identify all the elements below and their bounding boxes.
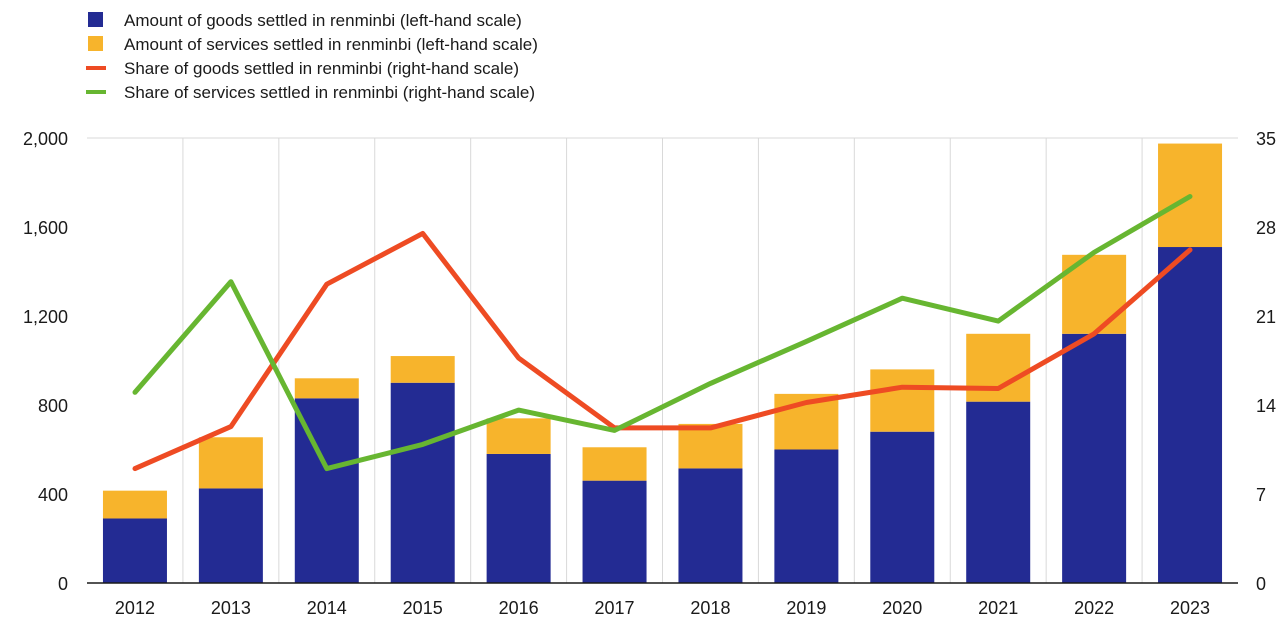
bar-goods-2020: [870, 432, 934, 583]
legend-swatch-2: [88, 36, 103, 51]
x-tick-label-2013: 2013: [211, 598, 251, 618]
bar-services-2020: [870, 369, 934, 431]
bar-goods-2018: [678, 468, 742, 583]
right-tick-label: 21: [1256, 307, 1276, 327]
x-tick-label-2020: 2020: [882, 598, 922, 618]
x-tick-label-2017: 2017: [595, 598, 635, 618]
bar-services-2012: [103, 491, 167, 519]
right-tick-label: 7: [1256, 485, 1266, 505]
x-tick-label-2021: 2021: [978, 598, 1018, 618]
x-tick-label-2012: 2012: [115, 598, 155, 618]
legend-label-2: Amount of services settled in renminbi (…: [124, 35, 538, 54]
right-tick-label: 28: [1256, 218, 1276, 238]
bar-goods-2021: [966, 402, 1030, 583]
left-tick-label: 800: [38, 396, 68, 416]
bar-services-2017: [583, 447, 647, 480]
right-tick-label: 0: [1256, 574, 1266, 594]
legend-swatch-1: [88, 12, 103, 27]
bar-services-2018: [678, 424, 742, 469]
right-tick-label: 35: [1256, 129, 1276, 149]
legend-label-4: Share of services settled in renminbi (r…: [124, 83, 535, 102]
right-tick-label: 14: [1256, 396, 1276, 416]
bar-goods-2015: [391, 383, 455, 583]
bar-goods-2019: [774, 450, 838, 584]
bar-services-2016: [487, 418, 551, 454]
left-tick-label: 400: [38, 485, 68, 505]
bar-services-2021: [966, 334, 1030, 402]
legend: Amount of goods settled in renminbi (lef…: [86, 11, 538, 102]
left-tick-label: 2,000: [23, 129, 68, 149]
x-tick-label-2016: 2016: [499, 598, 539, 618]
x-tick-label-2023: 2023: [1170, 598, 1210, 618]
left-tick-label: 0: [58, 574, 68, 594]
bar-goods-2017: [583, 481, 647, 583]
left-tick-label: 1,200: [23, 307, 68, 327]
x-tick-label-2019: 2019: [786, 598, 826, 618]
left-tick-label: 1,600: [23, 218, 68, 238]
bar-goods-2023: [1158, 247, 1222, 583]
x-tick-label-2018: 2018: [690, 598, 730, 618]
bar-services-2015: [391, 356, 455, 383]
bar-goods-2013: [199, 488, 263, 583]
legend-label-3: Share of goods settled in renminbi (righ…: [124, 59, 519, 78]
bar-services-2014: [295, 378, 359, 398]
bar-goods-2016: [487, 454, 551, 583]
bar-goods-2022: [1062, 334, 1126, 583]
x-tick-label-2022: 2022: [1074, 598, 1114, 618]
x-tick-label-2015: 2015: [403, 598, 443, 618]
x-tick-label-2014: 2014: [307, 598, 347, 618]
legend-label-1: Amount of goods settled in renminbi (lef…: [124, 11, 522, 30]
bar-services-2013: [199, 437, 263, 488]
bar-goods-2012: [103, 518, 167, 583]
